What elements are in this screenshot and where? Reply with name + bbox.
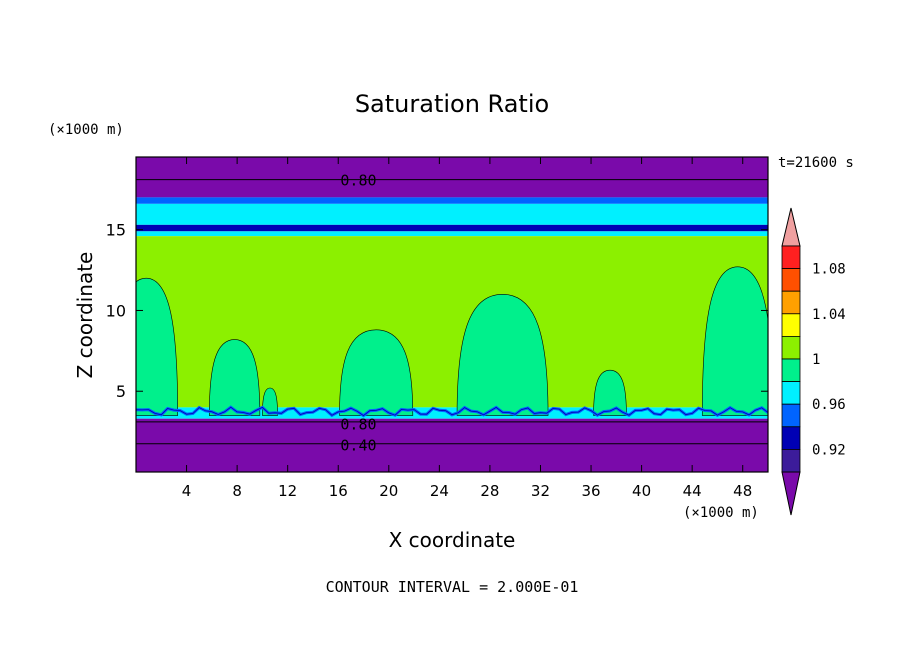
plume-5 xyxy=(593,369,627,416)
colorbar-segment-9 xyxy=(781,448,801,473)
y-tick-label-0: 5 xyxy=(116,382,126,401)
colorbar xyxy=(781,207,801,516)
colorbar-tick-labels: 0.92 0.96 1 1.04 1.08 xyxy=(812,262,846,459)
plume-1 xyxy=(209,339,261,416)
x-tick-label-10: 44 xyxy=(683,482,702,500)
colorbar-segment-8 xyxy=(781,426,801,450)
x-tick-label-5: 24 xyxy=(430,482,449,500)
y-axis-ticks: 5 10 15 xyxy=(106,221,768,401)
contour-label-0: 0.80 xyxy=(340,172,376,190)
contour-lines xyxy=(136,179,768,445)
boundary-dark-line xyxy=(136,406,768,417)
y-tick-label-1: 10 xyxy=(106,301,126,320)
plume-4 xyxy=(456,294,549,416)
contour-interval-footer: CONTOUR INTERVAL = 2.000E-01 xyxy=(326,578,579,596)
colorbar-segment-3 xyxy=(781,313,801,337)
x-tick-label-9: 40 xyxy=(632,482,651,500)
x-tick-label-8: 36 xyxy=(581,482,600,500)
colorbar-segment-5 xyxy=(781,358,801,383)
x-unit-label: (×1000 m) xyxy=(683,505,759,521)
layer-band-4 xyxy=(136,231,768,237)
x-tick-label-2: 12 xyxy=(278,482,297,500)
plume-6 xyxy=(701,266,768,416)
layer-band-3 xyxy=(136,224,768,232)
colorbar-segment-4 xyxy=(781,335,801,360)
cloud-plumes xyxy=(136,266,768,416)
x-tick-label-7: 32 xyxy=(531,482,550,500)
plot-area xyxy=(136,157,768,472)
layer-bands xyxy=(136,157,768,472)
x-axis-label: X coordinate xyxy=(389,528,516,552)
colorbar-tick-label-2: 1 xyxy=(812,352,820,368)
x-tick-label-0: 4 xyxy=(182,482,192,500)
x-tick-label-3: 16 xyxy=(329,482,348,500)
colorbar-tick-label-4: 1.08 xyxy=(812,262,846,278)
contour-label-1: 0.80 xyxy=(340,416,376,434)
x-tick-label-1: 8 xyxy=(232,482,242,500)
y-tick-label-2: 15 xyxy=(106,221,126,240)
y-axis-label: Z coordinate xyxy=(73,252,97,379)
x-tick-label-4: 20 xyxy=(379,482,398,500)
chart-title: Saturation Ratio xyxy=(355,90,549,118)
colorbar-segment-1 xyxy=(781,268,801,292)
colorbar-tick-label-3: 1.04 xyxy=(812,307,846,323)
colorbar-segment-0 xyxy=(781,245,801,270)
x-axis-ticks: 4 8 12 16 20 24 28 32 36 40 44 48 xyxy=(182,157,752,500)
plume-3 xyxy=(339,329,414,416)
plume-2 xyxy=(262,387,278,416)
colorbar-segment-2 xyxy=(781,290,801,315)
colorbar-top-triangle xyxy=(781,207,801,247)
time-label: t=21600 s xyxy=(778,155,854,171)
x-tick-label-6: 28 xyxy=(480,482,499,500)
layer-band-2 xyxy=(136,203,768,225)
plume-0 xyxy=(136,277,179,416)
boundary-ripples xyxy=(136,405,768,418)
layer-band-7 xyxy=(136,418,768,472)
contour-label-2: 0.40 xyxy=(340,437,376,455)
colorbar-tick-label-1: 0.96 xyxy=(812,397,846,413)
x-tick-label-11: 48 xyxy=(733,482,752,500)
colorbar-segment-6 xyxy=(781,381,801,405)
colorbar-tick-label-0: 0.92 xyxy=(812,442,846,458)
layer-band-0 xyxy=(136,157,768,198)
y-unit-label: (×1000 m) xyxy=(48,122,124,138)
contour-labels: 0.80 0.80 0.40 xyxy=(340,172,376,455)
plot-frame xyxy=(135,156,769,473)
colorbar-bottom-triangle xyxy=(781,471,801,516)
colorbar-segment-7 xyxy=(781,403,801,428)
layer-band-1 xyxy=(136,197,768,204)
